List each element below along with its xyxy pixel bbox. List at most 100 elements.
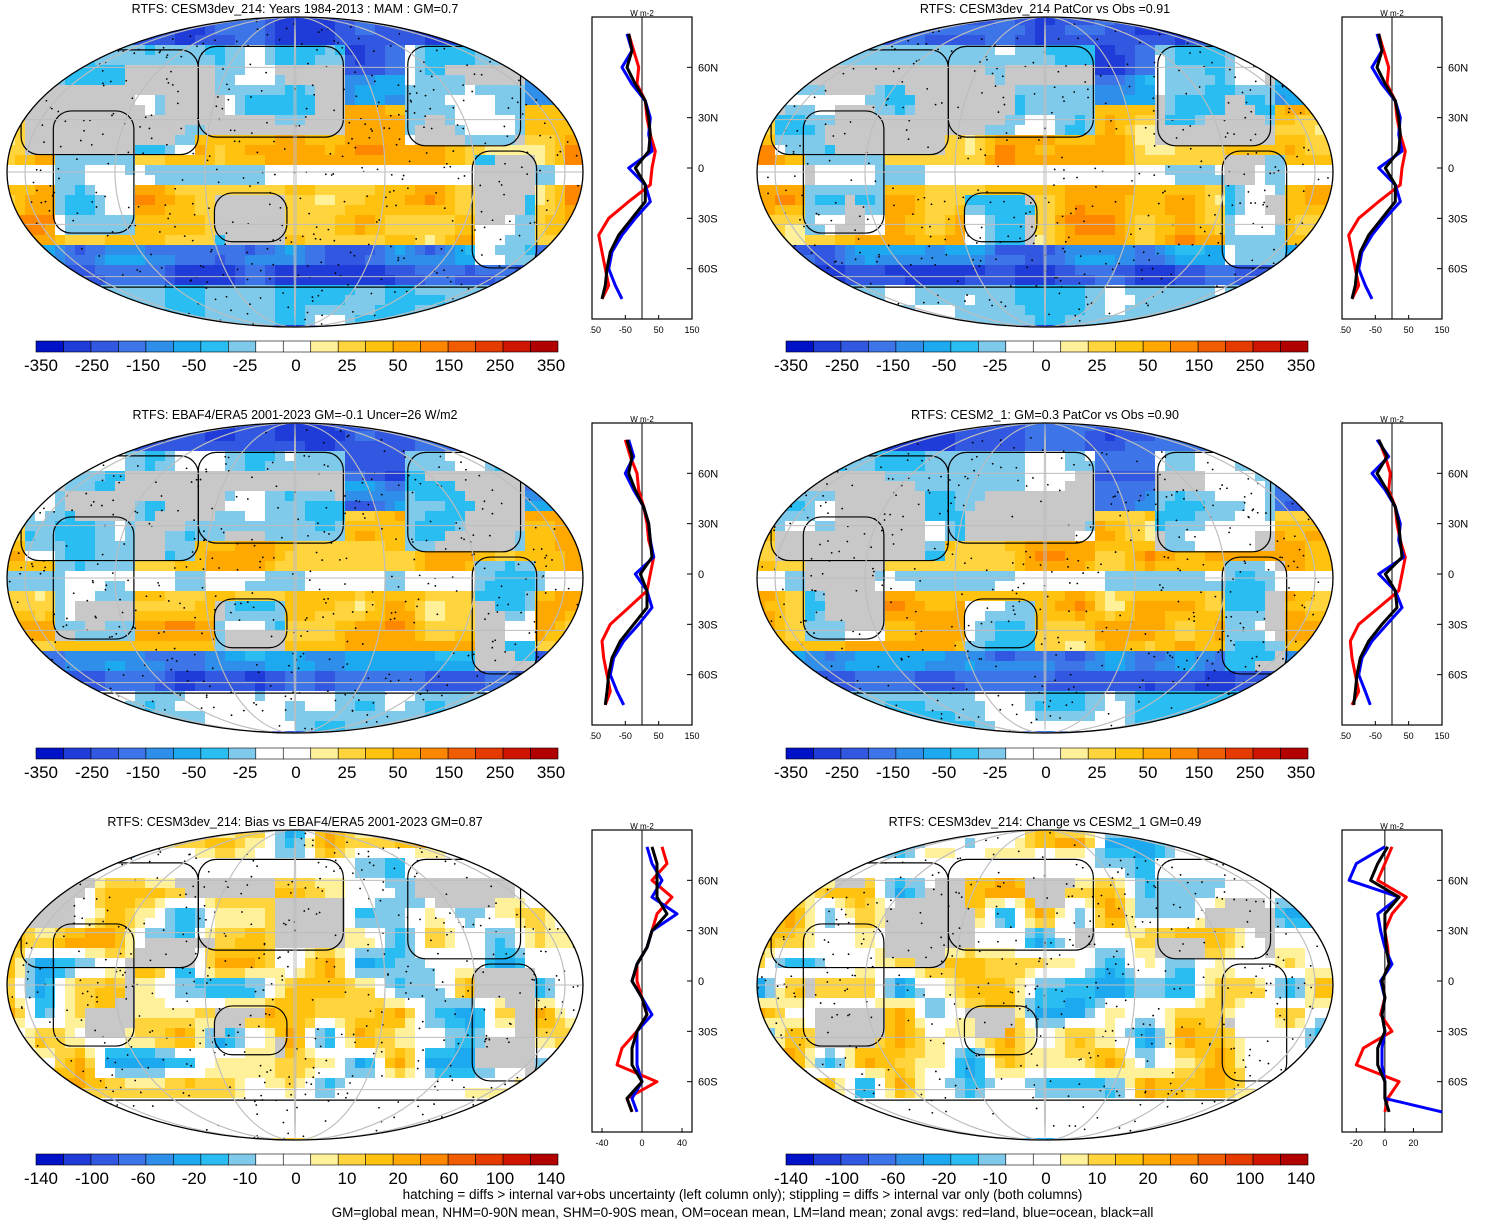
colorbar-swatch [145, 340, 174, 353]
colorbar-label: 25 [1087, 763, 1107, 782]
x-tick-label: -50 [1369, 731, 1382, 741]
lat-tick-label: 30N [698, 113, 718, 125]
colorbar-label: 20 [1138, 1169, 1158, 1188]
colorbar-swatch [118, 340, 147, 353]
zonal-all-line [1352, 439, 1404, 706]
colorbar-swatch [785, 747, 814, 760]
colorbar-label: 100 [1235, 1169, 1265, 1188]
panel-title: RTFS: CESM3dev_214: Change vs CESM2_1 GM… [888, 815, 1202, 829]
zonal-land-line [597, 33, 657, 300]
colorbar-swatch [530, 340, 559, 353]
lat-tick-label: 60S [1448, 670, 1468, 682]
colorbar-swatch [145, 747, 174, 760]
colorbar-swatch [90, 340, 119, 353]
lat-tick-label: 0 [698, 569, 704, 581]
colorbar-swatch [950, 340, 979, 353]
x-tick-label: -150 [1340, 731, 1351, 741]
lat-tick-label: 30N [698, 926, 718, 938]
colorbar-swatch [1252, 747, 1281, 760]
lat-tick-label: 60N [1448, 468, 1468, 480]
colorbar-swatch [1060, 1153, 1089, 1166]
zonal-all-line [1369, 846, 1401, 1113]
colorbar-swatch [228, 340, 257, 353]
colorbar-swatch [950, 747, 979, 760]
colorbar-label: -25 [982, 356, 1008, 375]
robinson-map [756, 422, 1334, 734]
colorbar-label: 25 [1087, 356, 1107, 375]
zonal-all-line [1350, 33, 1402, 300]
colorbar-swatch [392, 747, 421, 760]
colorbar-swatch [365, 340, 394, 353]
lat-tick-label: 60S [698, 264, 718, 276]
colorbar-label: 150 [1184, 763, 1214, 782]
lat-tick-label: 60N [698, 468, 718, 480]
x-tick-label: 150 [684, 325, 699, 335]
x-tick-label: -50 [1369, 325, 1382, 335]
colorbar-label: 0 [1041, 1169, 1051, 1188]
lat-tick-label: 30S [1448, 1026, 1468, 1038]
colorbar-label: 350 [1286, 356, 1316, 375]
colorbar-swatch [90, 747, 119, 760]
colorbar-label: 10 [1087, 1169, 1107, 1188]
colorbar-swatch [228, 747, 257, 760]
colorbar [785, 340, 1309, 353]
colorbar-label: 150 [1184, 356, 1214, 375]
colorbar-swatch [1252, 340, 1281, 353]
colorbar-swatch [1142, 340, 1171, 353]
lat-tick-label: 0 [1448, 976, 1454, 988]
colorbar [35, 340, 559, 353]
colorbar-swatch [447, 747, 476, 760]
colorbar-swatch [475, 1153, 504, 1166]
colorbar-label: 25 [337, 763, 357, 782]
colorbar-swatch [530, 747, 559, 760]
lat-tick-label: 0 [698, 163, 704, 175]
zonal-unit: W m-2 [1380, 822, 1404, 831]
robinson-map [756, 16, 1334, 328]
colorbar-swatch [1225, 747, 1254, 760]
colorbar-swatch [1115, 1153, 1144, 1166]
zonal-all-line [625, 846, 669, 1113]
robinson-map [756, 829, 1334, 1141]
colorbar-label: -25 [232, 763, 258, 782]
colorbar [35, 747, 559, 760]
colorbar-label: -25 [232, 356, 258, 375]
colorbar-swatch [895, 1153, 924, 1166]
colorbar-swatch [200, 747, 229, 760]
lat-tick-label: 60S [1448, 1077, 1468, 1089]
colorbar-swatch [310, 340, 339, 353]
x-tick-label: -150 [590, 731, 601, 741]
colorbar-swatch [1005, 747, 1034, 760]
lat-tick-label: 0 [1448, 569, 1454, 581]
zonal-all-line [603, 439, 654, 706]
colorbar-swatch [502, 340, 531, 353]
colorbar-swatch [840, 1153, 869, 1166]
colorbar-label: -350 [23, 356, 59, 375]
zonal-ocean-line [607, 33, 654, 300]
colorbar-label: 350 [536, 763, 566, 782]
colorbar-swatch [63, 1153, 92, 1166]
panel-title: RTFS: CESM3dev_214: Years 1984-2013 : MA… [131, 2, 459, 16]
lat-tick-label: 30S [698, 1026, 718, 1038]
zonal-average-plot: W m-2 60N 30N 0 30S 60S -20 0 20 [1341, 822, 1468, 1148]
colorbar-label: 10 [337, 1169, 357, 1188]
zonal-ocean-line [630, 846, 679, 1113]
colorbar-label: 350 [536, 356, 566, 375]
panel-title: RTFS: CESM2_1: GM=0.3 PatCor vs Obs =0.9… [911, 408, 1179, 422]
colorbar-swatch [978, 340, 1007, 353]
zonal-land-line [1347, 33, 1407, 300]
x-tick-label: 0 [1382, 1138, 1387, 1148]
colorbar-swatch [255, 340, 284, 353]
colorbar-swatch [785, 340, 814, 353]
lat-tick-label: 30N [1448, 519, 1468, 531]
colorbar-swatch [35, 1153, 64, 1166]
colorbar-label: -100 [74, 1169, 110, 1188]
colorbar-label: -20 [931, 1169, 957, 1188]
colorbar-label: -25 [982, 763, 1008, 782]
colorbar-swatch [1280, 340, 1309, 353]
colorbar-swatch [228, 1153, 257, 1166]
colorbar-swatch [310, 1153, 339, 1166]
lat-tick-label: 60N [698, 62, 718, 74]
colorbar-swatch [978, 1153, 1007, 1166]
colorbar-label: -150 [875, 356, 911, 375]
colorbar-swatch [1170, 747, 1199, 760]
